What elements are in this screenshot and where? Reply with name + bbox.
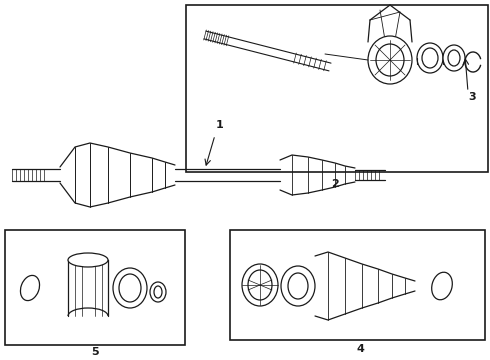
Text: 1: 1 xyxy=(216,120,224,130)
Ellipse shape xyxy=(448,50,460,66)
Text: 5: 5 xyxy=(91,347,99,357)
Text: 4: 4 xyxy=(356,344,364,354)
Ellipse shape xyxy=(288,273,308,299)
Ellipse shape xyxy=(281,266,315,306)
Ellipse shape xyxy=(113,268,147,308)
Ellipse shape xyxy=(248,270,272,300)
Ellipse shape xyxy=(368,36,412,84)
Bar xyxy=(5,230,185,345)
Ellipse shape xyxy=(443,45,465,71)
Ellipse shape xyxy=(417,43,443,73)
Ellipse shape xyxy=(68,253,108,267)
Ellipse shape xyxy=(242,264,278,306)
Ellipse shape xyxy=(119,274,141,302)
Ellipse shape xyxy=(150,282,166,302)
Text: 2: 2 xyxy=(331,179,339,189)
Ellipse shape xyxy=(432,272,452,300)
Ellipse shape xyxy=(21,275,40,301)
Ellipse shape xyxy=(422,48,438,68)
Text: 3: 3 xyxy=(468,92,476,102)
Ellipse shape xyxy=(376,44,404,76)
Bar xyxy=(230,230,485,340)
Ellipse shape xyxy=(154,286,162,298)
Bar xyxy=(186,5,488,172)
